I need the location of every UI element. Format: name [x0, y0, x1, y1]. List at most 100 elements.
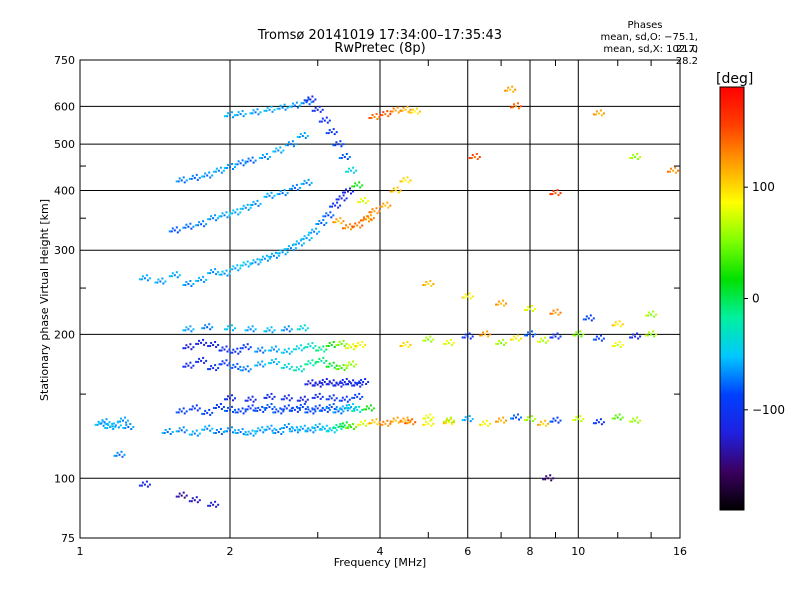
data-point	[304, 329, 307, 332]
data-point	[352, 403, 355, 405]
data-point	[449, 416, 452, 419]
data-point	[611, 345, 614, 347]
data-point	[310, 181, 313, 184]
data-point	[370, 218, 372, 221]
colorbar-tick-label: 0	[752, 292, 760, 306]
data-point	[360, 219, 362, 222]
data-point	[244, 433, 247, 436]
data-point	[327, 365, 330, 368]
data-point	[300, 238, 303, 241]
data-point	[287, 347, 290, 350]
data-point	[282, 410, 285, 413]
data-point	[363, 216, 365, 219]
data-point	[376, 118, 379, 120]
data-point	[256, 409, 259, 412]
data-point	[318, 380, 321, 383]
data-point	[231, 366, 234, 369]
data-point	[207, 504, 210, 507]
data-point	[270, 403, 273, 405]
data-point	[274, 251, 277, 254]
data-point	[247, 396, 250, 399]
data-point	[211, 326, 214, 329]
data-point	[239, 264, 242, 267]
data-point	[320, 348, 323, 351]
data-point	[296, 399, 299, 402]
data-point	[215, 167, 218, 170]
data-point	[192, 364, 195, 367]
data-point	[354, 182, 357, 185]
data-point	[211, 411, 214, 414]
data-point	[286, 251, 289, 254]
data-point	[529, 333, 531, 336]
data-point	[613, 417, 616, 420]
data-point	[283, 348, 286, 351]
data-point	[304, 363, 307, 366]
data-point	[205, 223, 208, 226]
data-point	[325, 345, 328, 347]
data-point	[306, 346, 309, 349]
data-point	[575, 416, 578, 419]
data-point	[328, 395, 331, 398]
data-point	[270, 424, 273, 427]
data-point	[178, 492, 181, 495]
y-tick-label: 100	[54, 472, 75, 485]
data-point	[373, 421, 376, 424]
data-point	[323, 427, 326, 430]
data-point	[367, 422, 370, 425]
data-point	[482, 420, 485, 423]
data-point	[340, 425, 343, 428]
data-point	[476, 158, 479, 160]
data-point	[272, 150, 275, 153]
data-point	[424, 423, 427, 426]
data-point	[170, 230, 173, 233]
data-point	[318, 404, 321, 407]
data-point	[384, 422, 387, 425]
data-point	[283, 103, 286, 106]
data-point	[351, 185, 354, 188]
data-point	[290, 430, 293, 433]
data-point	[225, 345, 228, 348]
data-point	[674, 166, 677, 169]
data-point	[247, 348, 250, 351]
data-point	[273, 329, 276, 332]
data-point	[246, 329, 249, 332]
data-point	[618, 341, 621, 343]
data-point	[306, 135, 309, 137]
data-point	[592, 113, 595, 116]
data-point	[337, 220, 340, 223]
data-point	[316, 383, 319, 386]
data-point	[254, 111, 257, 114]
data-point	[323, 381, 326, 383]
data-point	[391, 110, 394, 113]
data-point	[328, 362, 331, 365]
data-point	[429, 419, 432, 422]
data-point	[466, 295, 469, 298]
data-point	[335, 141, 338, 144]
data-point	[252, 161, 255, 164]
data-point	[330, 216, 333, 219]
data-point	[611, 417, 614, 420]
data-point	[307, 234, 310, 237]
data-point	[226, 328, 228, 331]
data-point	[364, 408, 367, 411]
data-point	[241, 407, 244, 410]
data-point	[539, 423, 542, 426]
data-point	[340, 145, 343, 148]
data-point	[414, 421, 417, 424]
data-point	[600, 114, 603, 117]
data-point	[595, 110, 598, 113]
data-point	[259, 408, 262, 411]
data-point	[212, 432, 215, 434]
data-point	[282, 431, 285, 433]
data-point	[411, 108, 414, 111]
data-point	[551, 336, 554, 339]
data-point	[310, 237, 313, 240]
data-point	[191, 497, 194, 500]
data-point	[346, 158, 349, 160]
data-point	[365, 218, 367, 221]
data-point	[257, 347, 260, 350]
data-point	[265, 153, 268, 155]
stats-x-mode: mean, sd,X: 102.7, 28.2	[603, 44, 698, 67]
data-point	[542, 478, 545, 481]
data-point	[325, 398, 328, 401]
